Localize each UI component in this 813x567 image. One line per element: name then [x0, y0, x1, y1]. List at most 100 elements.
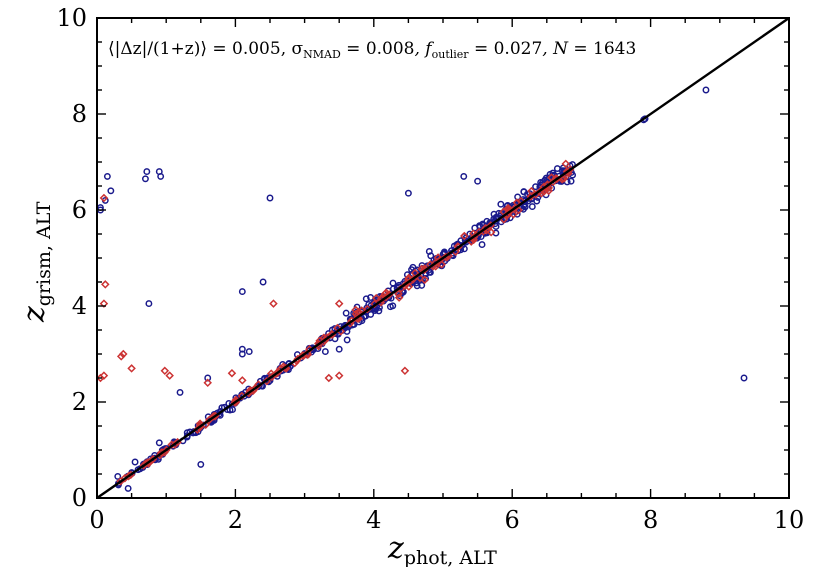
- sigma-sub: NMAD: [303, 48, 341, 61]
- foutlier-value: 0.027: [494, 39, 543, 59]
- blue-circles-point-444: [533, 197, 541, 205]
- foutlier-sub: outlier: [432, 48, 470, 61]
- blue-circles-point-339: [471, 224, 479, 232]
- sigma-label: , σ: [281, 39, 304, 59]
- x-tick-label-4: 4: [366, 506, 381, 534]
- blue-circles-point-460: [266, 194, 274, 202]
- blue-circles-point-470: [204, 374, 212, 382]
- red-diamonds-point-175: [116, 352, 126, 361]
- red-diamonds-point-151: [561, 159, 571, 169]
- blue-circles-point-471: [238, 345, 246, 353]
- red-diamonds-point-186: [334, 371, 344, 380]
- blue-circles-point-297: [497, 200, 505, 208]
- blue-circles-point-206: [389, 279, 397, 287]
- blue-circles-point-478: [155, 439, 163, 447]
- red-diamonds-point-136: [437, 260, 446, 269]
- red-diamonds-point-174: [99, 299, 109, 308]
- blue-circles-point-477: [335, 345, 343, 353]
- n-value: 1643: [593, 39, 636, 59]
- red-diamonds-point-96: [415, 273, 425, 283]
- blue-circles-point-462: [238, 288, 246, 296]
- blue-circles-point-40: [183, 432, 191, 440]
- red-diamonds-point-165: [544, 186, 553, 196]
- blue-circles-point-180: [413, 282, 421, 290]
- blue-circles-point-456: [143, 168, 151, 176]
- red-diamonds-point-179: [165, 371, 174, 380]
- red-diamonds-point-182: [238, 376, 247, 385]
- blue-circles-point-459: [145, 300, 153, 308]
- blue-circles-point-452: [107, 187, 115, 195]
- blue-circles-point-213: [375, 307, 383, 315]
- blue-circles-point-475: [131, 458, 139, 466]
- x-axis-label-main: z: [387, 531, 404, 566]
- mean-dz-label: ⟨|Δz|/(1+z)⟩ =: [108, 39, 232, 59]
- y-tick-label-2: 2: [72, 388, 87, 416]
- x-tick-label-8: 8: [643, 506, 658, 534]
- blue-circles-point-233: [343, 336, 351, 344]
- blue-circles-point-435: [532, 183, 540, 191]
- y-tick-label-0: 0: [72, 484, 87, 512]
- blue-circles-point-434: [553, 165, 561, 172]
- blue-circles-point-325: [478, 241, 486, 249]
- n-eq: =: [568, 39, 593, 59]
- blue-circles-point-482: [740, 374, 748, 382]
- red-diamonds-point-70: [394, 289, 403, 299]
- blue-circles-point-469: [176, 388, 184, 396]
- blue-circles-point-468: [245, 348, 253, 356]
- red-diamonds-point-173: [99, 193, 109, 203]
- blue-circles-point-198: [425, 248, 433, 255]
- red-diamonds-point-171: [99, 371, 109, 380]
- red-diamonds-point-164: [559, 174, 569, 183]
- blue-circles-point-419: [567, 177, 575, 185]
- x-tick-label-2: 2: [228, 506, 243, 534]
- blue-circles-point-476: [321, 348, 329, 356]
- sigma-eq: =: [341, 39, 366, 59]
- y-tick-label-10: 10: [56, 4, 87, 32]
- blue-circles-point-451: [103, 172, 111, 180]
- red-diamonds-point-91: [404, 282, 414, 291]
- blue-circles-point-473: [124, 484, 132, 492]
- red-diamonds-point-184: [334, 299, 344, 308]
- red-diamonds-point-185: [400, 366, 410, 376]
- y-tick-label-4: 4: [72, 292, 87, 320]
- blue-circles-point-472: [197, 460, 205, 468]
- red-diamonds-point-124: [486, 228, 496, 237]
- y-axis-label-sub: grism, ALT: [33, 201, 55, 306]
- y-tick-label-8: 8: [72, 100, 87, 128]
- sigma-value: 0.008: [366, 39, 415, 59]
- blue-circles-point-458: [157, 172, 165, 180]
- blue-circles-point-346: [483, 217, 491, 225]
- red-diamonds-point-72: [394, 293, 404, 302]
- y-axis-label: zgrism, ALT: [17, 201, 55, 323]
- blue-circles-point-455: [141, 175, 149, 183]
- red-diamonds-point-180: [203, 378, 212, 388]
- stats-annotation: ⟨|Δz|/(1+z)⟩ = 0.005, σNMAD = 0.008, fou…: [108, 39, 636, 61]
- axis-ticks: [96, 17, 790, 499]
- foutlier-label: , f: [415, 39, 435, 59]
- blue-circles-point-465: [474, 177, 482, 185]
- x-axis-label-sub: phot, ALT: [404, 547, 497, 567]
- blue-circles-point-466: [328, 326, 336, 334]
- one-to-one-line: [96, 17, 790, 499]
- red-diamonds-point-172: [101, 280, 110, 289]
- red-diamonds-point-183: [269, 299, 278, 308]
- red-diamonds-point-187: [324, 373, 334, 383]
- blue-circles-point-261: [342, 309, 350, 317]
- red-diamonds-point-144: [509, 210, 518, 219]
- blue-circles-point-390: [528, 203, 536, 211]
- red-diamonds-point-176: [119, 349, 128, 359]
- blue-circles-point-72: [229, 406, 236, 414]
- x-axis-label: zphot, ALT: [387, 531, 497, 567]
- y-axis-label-main: z: [17, 306, 52, 323]
- red-diamonds-point-181: [227, 368, 237, 378]
- foutlier-eq: =: [469, 39, 494, 59]
- red-diamonds-point-167: [514, 205, 523, 215]
- blue-circles-point-474: [114, 472, 122, 480]
- blue-circles-point-420: [520, 188, 528, 196]
- blue-circles-point-315: [460, 245, 468, 253]
- y-tick-label-6: 6: [72, 196, 87, 224]
- reference-line-group: [96, 17, 790, 499]
- red-diamonds-point-102: [371, 293, 381, 303]
- x-tick-label-10: 10: [774, 506, 805, 534]
